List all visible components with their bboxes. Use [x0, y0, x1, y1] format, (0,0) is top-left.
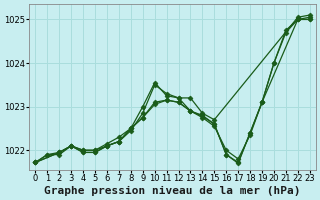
X-axis label: Graphe pression niveau de la mer (hPa): Graphe pression niveau de la mer (hPa): [44, 186, 301, 196]
